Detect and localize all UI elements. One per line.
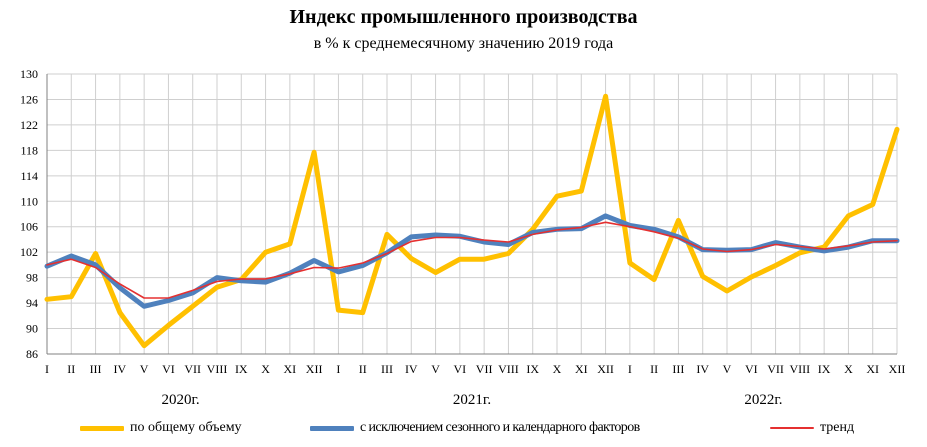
x-tick-label: XII — [306, 362, 323, 376]
x-tick-label: XI — [866, 362, 879, 376]
legend-item-trend: тренд — [770, 420, 854, 436]
chart-title: Индекс промышленного производства — [289, 6, 638, 28]
x-tick-label: VII — [184, 362, 201, 376]
series-line-0 — [44, 93, 900, 349]
legend-label-adjusted: с исключением сезонного и календарного ф… — [360, 420, 640, 435]
y-tick-label: 94 — [26, 296, 38, 310]
x-tick-label: X — [553, 362, 562, 376]
x-tick-label: IX — [526, 362, 539, 376]
x-tick-label: VIII — [790, 362, 811, 376]
y-tick-label: 90 — [26, 322, 38, 336]
x-tick-label: XI — [575, 362, 588, 376]
x-tick-label: VI — [745, 362, 758, 376]
x-tick-label: III — [90, 362, 102, 376]
y-tick-label: 130 — [20, 67, 38, 81]
x-tick-label: XII — [597, 362, 614, 376]
chart-subtitle: в % к среднемесячному значению 2019 года — [313, 35, 614, 52]
x-tick-label: I — [336, 362, 340, 376]
series-line-2 — [46, 221, 898, 299]
legend: по общему объему с исключением сезонного… — [0, 420, 927, 442]
x-tick-label: III — [672, 362, 684, 376]
x-tick-label: IV — [114, 362, 127, 376]
x-tick-label: XI — [284, 362, 297, 376]
x-tick-label: VII — [767, 362, 784, 376]
year-label: 2020г. — [161, 392, 199, 408]
legend-label-trend: тренд — [820, 420, 855, 435]
legend-swatch-total — [80, 425, 124, 431]
legend-item-total: по общему объему — [80, 420, 242, 436]
x-tick-label: XII — [889, 362, 906, 376]
x-tick-label: X — [844, 362, 853, 376]
y-tick-label: 86 — [26, 347, 38, 361]
x-tick-label: VII — [476, 362, 493, 376]
y-tick-label: 102 — [20, 245, 38, 259]
x-tick-label: VIII — [498, 362, 519, 376]
x-tick-label: IX — [235, 362, 248, 376]
x-tick-label: III — [381, 362, 393, 376]
y-tick-label: 122 — [20, 118, 38, 132]
legend-swatch-trend — [770, 427, 814, 429]
year-label: 2021г. — [453, 392, 491, 408]
x-tick-label: V — [140, 362, 149, 376]
y-tick-label: 106 — [20, 220, 38, 234]
x-tick-label: II — [650, 362, 658, 376]
y-tick-label: 118 — [20, 143, 38, 157]
legend-swatch-adjusted — [310, 425, 354, 431]
legend-label-total: по общему объему — [130, 420, 242, 435]
x-tick-label: II — [67, 362, 75, 376]
x-tick-label: V — [723, 362, 732, 376]
x-tick-label: V — [431, 362, 440, 376]
x-tick-label: X — [261, 362, 270, 376]
x-tick-label: I — [628, 362, 632, 376]
x-tick-label: IV — [696, 362, 709, 376]
x-tick-label: IX — [818, 362, 831, 376]
y-tick-label: 110 — [20, 194, 38, 208]
y-tick-label: 98 — [26, 271, 38, 285]
x-tick-label: VIII — [207, 362, 228, 376]
y-tick-label: 114 — [20, 169, 38, 183]
x-tick-label: I — [45, 362, 49, 376]
x-tick-label: VI — [162, 362, 175, 376]
legend-item-adjusted: с исключением сезонного и календарного ф… — [310, 420, 640, 436]
x-tick-label: VI — [454, 362, 467, 376]
y-tick-label: 126 — [20, 92, 38, 106]
x-tick-label: IV — [405, 362, 418, 376]
year-label: 2022г. — [744, 392, 782, 408]
x-tick-label: II — [359, 362, 367, 376]
